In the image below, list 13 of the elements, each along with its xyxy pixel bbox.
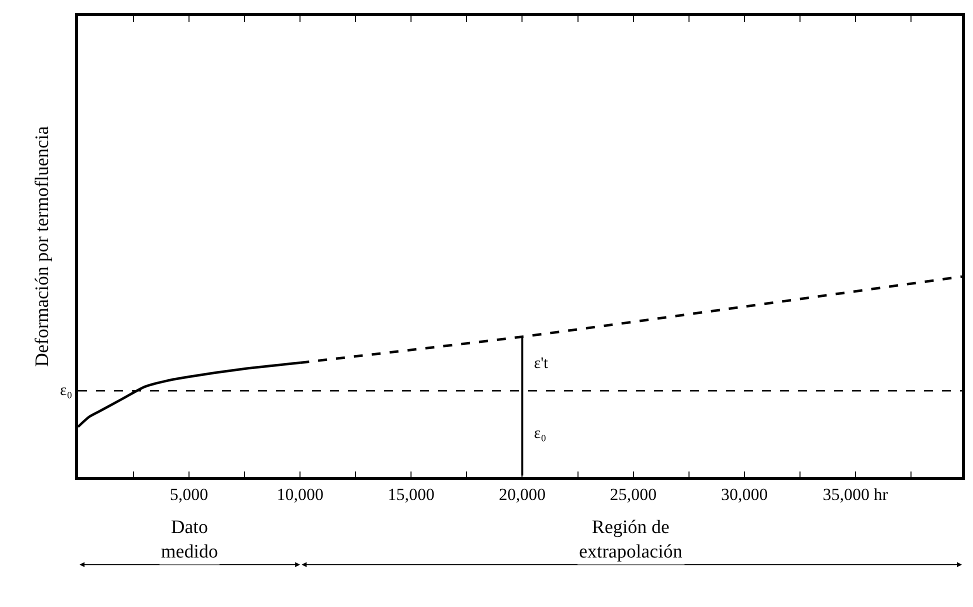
x-tick-label: 20,000 [498, 485, 546, 504]
y-axis-title: Deformación por termofluencia [32, 126, 54, 367]
x-tick-label: 10,000 [276, 485, 324, 504]
x-tick-label: 35,000 hr [822, 485, 888, 504]
x-tick-label: 25,000 [610, 485, 657, 504]
annotation: ε₀ [534, 425, 546, 442]
text: 5,000 [170, 485, 208, 504]
text: Región de extrapolación [579, 517, 683, 563]
text: Dato medido [161, 517, 218, 563]
x-tick-label: 30,000 [720, 485, 768, 504]
x-tick-label: 15,000 [388, 485, 435, 504]
annotation: ε't [534, 355, 549, 372]
ref-line-label: ε₀ [60, 382, 72, 399]
